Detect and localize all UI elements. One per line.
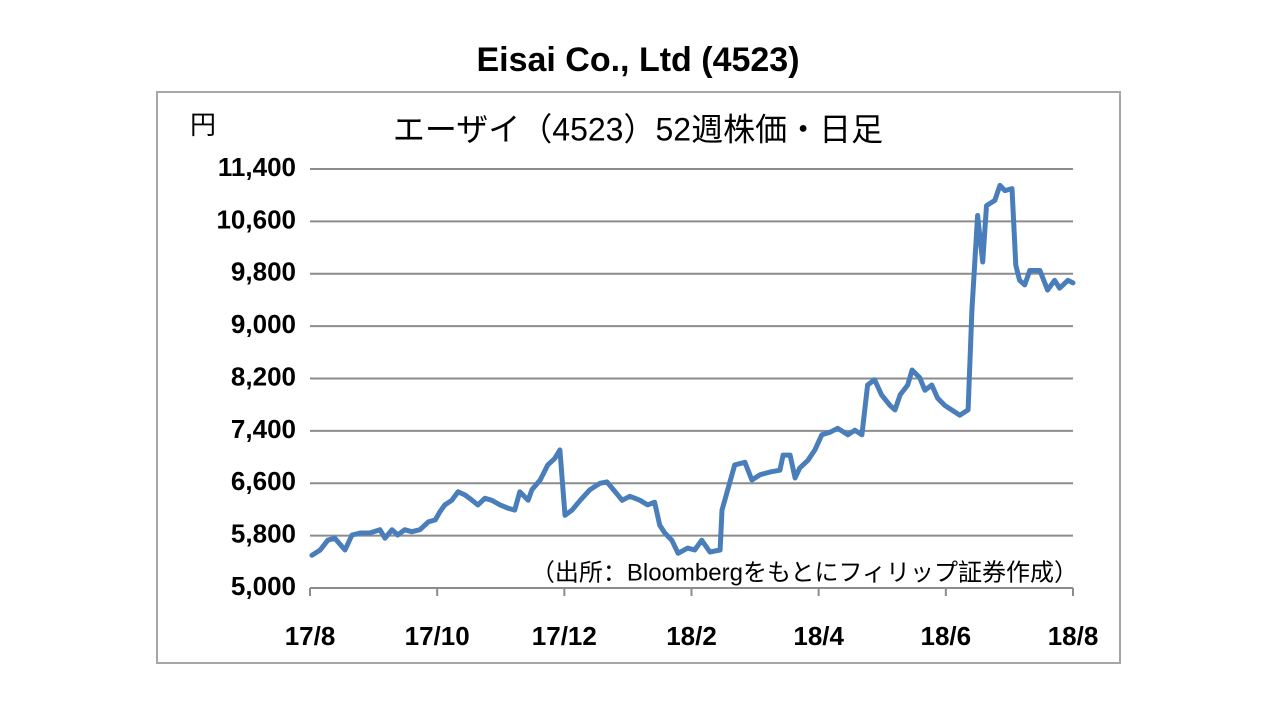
y-axis-label: 円 <box>190 110 216 140</box>
y-tick-label: 7,400 <box>231 414 296 444</box>
x-tick-label: 17/12 <box>532 621 597 651</box>
x-tick-label: 18/4 <box>793 621 844 651</box>
price-line <box>309 182 1076 558</box>
y-tick-label: 9,000 <box>231 309 296 339</box>
y-tick-label: 10,600 <box>216 204 296 234</box>
y-tick-label: 6,600 <box>231 466 296 496</box>
y-tick-label: 11,400 <box>218 152 296 182</box>
x-tick-label: 17/8 <box>285 621 336 651</box>
chart-subtitle: エーザイ（4523）52週株価・日足 <box>393 111 883 147</box>
y-tick-label: 5,000 <box>231 571 296 601</box>
x-tick-label: 18/6 <box>921 621 972 651</box>
y-tick-label: 5,800 <box>231 519 296 549</box>
x-tick-label: 18/8 <box>1048 621 1099 651</box>
x-tick-label: 17/10 <box>405 621 470 651</box>
source-note: （出所：Bloombergをもとにフィリップ証券作成） <box>531 559 1078 586</box>
chart-title: Eisai Co., Ltd (4523) <box>476 41 799 79</box>
y-tick-label: 8,200 <box>231 361 296 391</box>
x-tick-label: 18/2 <box>666 621 717 651</box>
y-tick-label: 9,800 <box>231 257 296 287</box>
